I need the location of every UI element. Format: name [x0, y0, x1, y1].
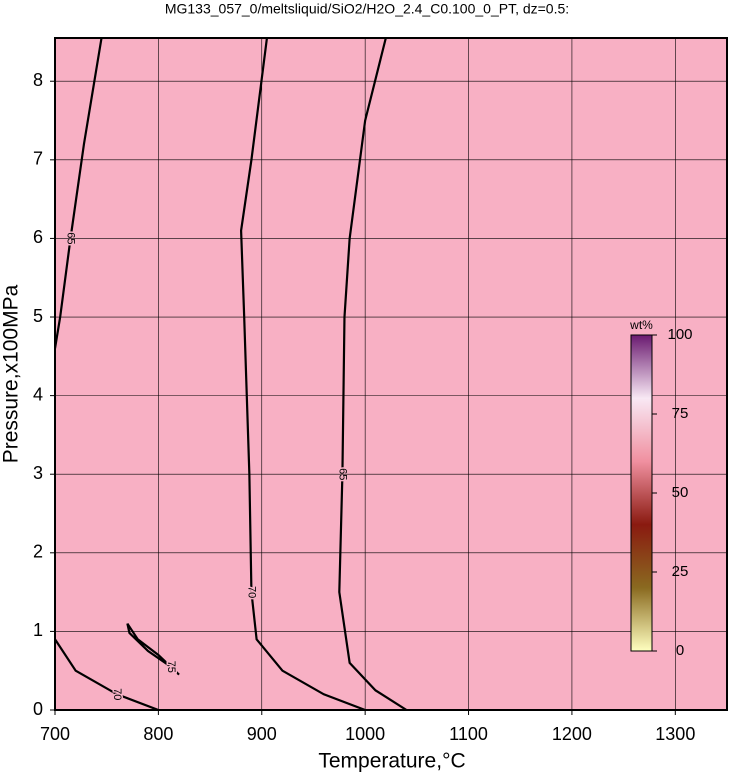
y-tick-label: 2 [33, 542, 43, 562]
x-tick-label: 700 [40, 724, 70, 744]
contour-line [126, 622, 180, 676]
x-tick-label: 900 [247, 724, 277, 744]
y-tick-label: 7 [33, 149, 43, 169]
colorbar-tick-label: 0 [676, 642, 684, 659]
chart-title: MG133_057_0/meltsliquid/SiO2/H2O_2.4_C0.… [165, 1, 569, 17]
y-tick-label: 8 [33, 70, 43, 90]
y-axis-label: Pressure,x100MPa [0, 284, 23, 463]
x-tick-label: 1000 [345, 724, 385, 744]
plot-frame [54, 37, 728, 711]
colorbar-tick-label: 75 [672, 405, 689, 422]
y-tick-label: 3 [33, 463, 43, 483]
x-tick-label: 800 [143, 724, 173, 744]
x-axis-label: Temperature,°C [318, 750, 465, 773]
colorbar [630, 334, 653, 652]
y-tick-label: 1 [33, 620, 43, 640]
plot-background [55, 38, 727, 710]
contour-label: 70 [111, 688, 123, 700]
y-tick-label: 0 [33, 699, 43, 719]
contour-label: 75 [165, 661, 177, 673]
x-tick-label: 1200 [552, 724, 592, 744]
y-tick-label: 6 [33, 227, 43, 247]
colorbar-tick-label: 50 [672, 484, 689, 501]
y-tick-label: 5 [33, 306, 43, 326]
x-tick-label: 1100 [449, 724, 488, 744]
y-tick-label: 4 [33, 384, 43, 404]
colorbar-label: wt% [629, 318, 653, 332]
x-tick-label: 1300 [655, 724, 695, 744]
colorbar-tick-label: 25 [672, 563, 689, 580]
colorbar-tick-label: 100 [667, 326, 692, 343]
contour-line [55, 638, 159, 710]
contour-line [239, 38, 366, 710]
contour-label: 70 [246, 586, 258, 598]
